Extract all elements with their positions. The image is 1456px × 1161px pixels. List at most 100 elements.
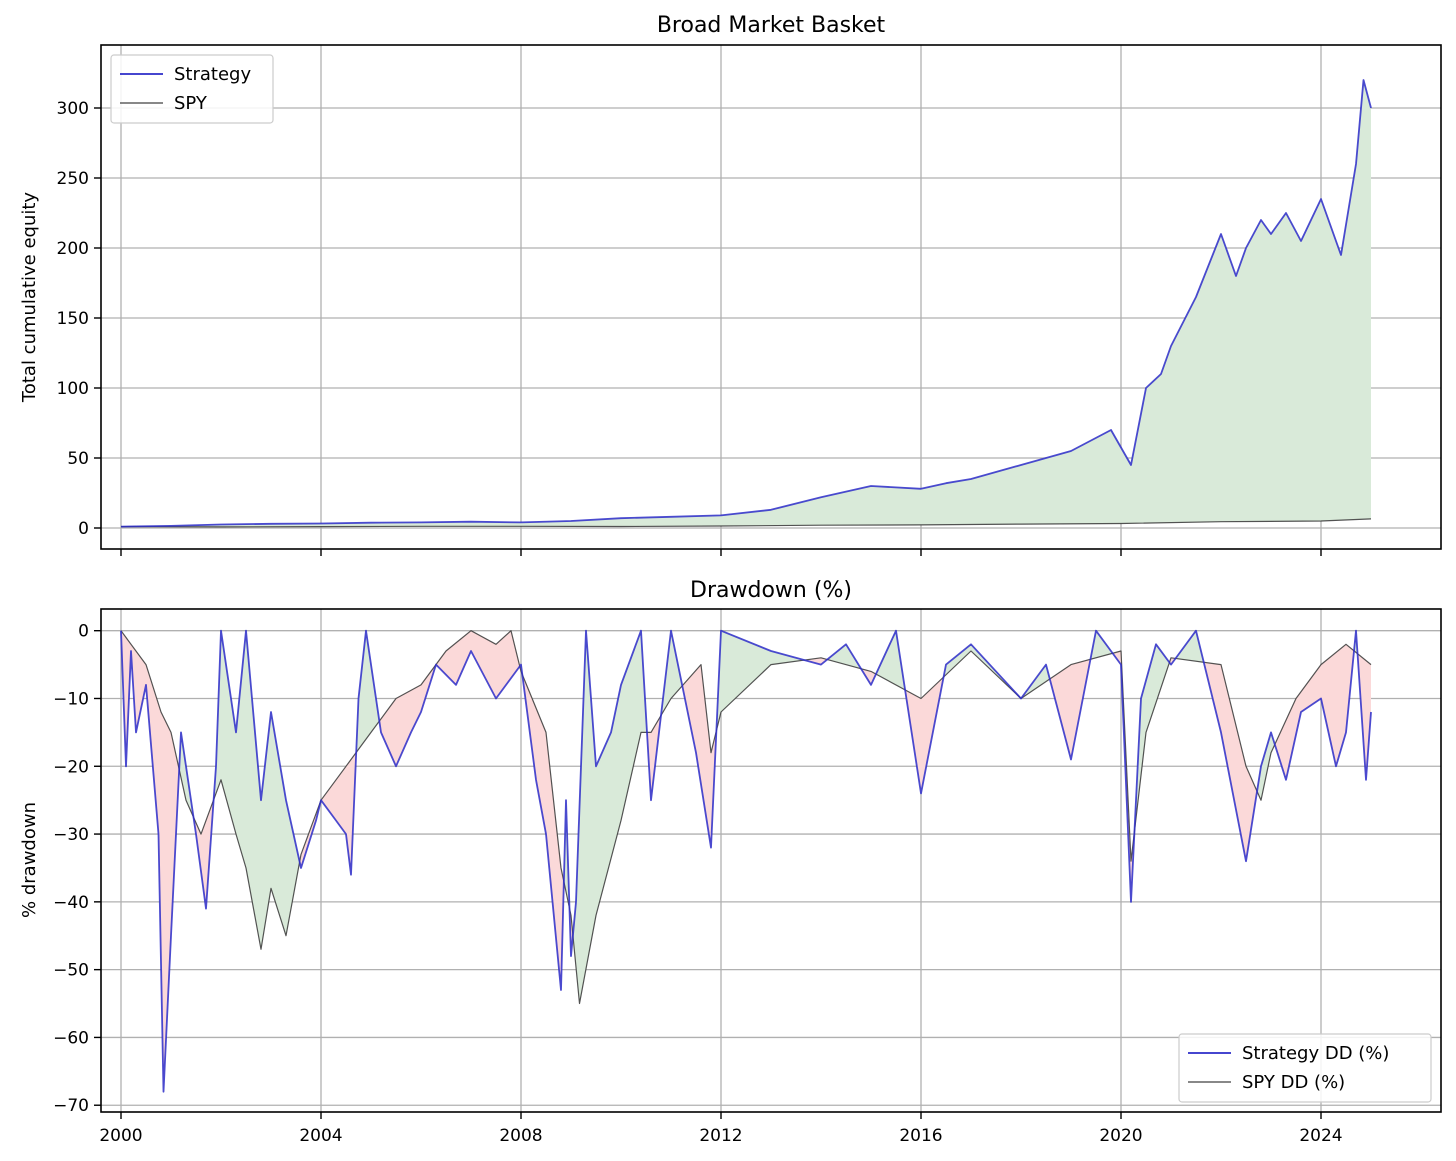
fill-between-segment xyxy=(771,497,821,526)
fill-between-segment xyxy=(946,479,971,525)
legend-box xyxy=(110,54,274,124)
fill-between-segment xyxy=(471,630,496,699)
spy-series-line xyxy=(120,630,1372,1005)
fill-between-segment xyxy=(201,820,206,909)
fill-between-segment xyxy=(336,766,346,835)
fill-between-segment xyxy=(1356,80,1364,520)
y-tick-label: −20 xyxy=(53,757,89,777)
fill-between-segment xyxy=(827,644,846,665)
fill-between-segment xyxy=(721,630,771,713)
legend-label: Strategy xyxy=(174,64,251,85)
fill-between-segment xyxy=(321,779,336,821)
fill-between-segment xyxy=(1221,234,1236,522)
fill-between-segment xyxy=(163,717,171,1092)
legend-label: Strategy DD (%) xyxy=(1242,1043,1389,1064)
fill-between-segment xyxy=(1274,720,1286,780)
fill-between-segment xyxy=(946,644,971,675)
fill-between-segment xyxy=(1246,766,1258,862)
fill-between-segment xyxy=(1363,80,1371,520)
legend: Strategy DD (%) SPY DD (%) xyxy=(1178,1033,1432,1103)
fill-between-segment xyxy=(246,630,261,950)
fill-between-segment xyxy=(1336,644,1346,767)
fill-between-segment xyxy=(536,707,546,835)
fill-between-segment xyxy=(1049,664,1071,760)
equity-chart-title: Broad Market Basket xyxy=(657,13,886,38)
legend-label: SPY xyxy=(174,93,208,114)
fill-between-segment xyxy=(876,630,896,685)
y-tick-label: 250 xyxy=(57,169,89,189)
fill-between-segment xyxy=(546,732,561,990)
legend-box xyxy=(1178,1033,1432,1103)
fill-between-segment xyxy=(1301,199,1321,522)
fill-between-segment xyxy=(436,651,446,675)
fill-between-segment xyxy=(821,486,871,526)
fill-between-segment xyxy=(1341,164,1356,521)
fill-between-segment xyxy=(286,800,300,936)
fill-between-segment xyxy=(1161,346,1171,523)
fill-between-segment xyxy=(571,518,621,527)
y-tick-label: 50 xyxy=(67,449,89,469)
y-tick-label: −10 xyxy=(53,689,89,709)
axes-frame xyxy=(100,608,1442,1113)
fill-between-segment xyxy=(136,651,146,733)
fill-between-segment xyxy=(236,630,246,868)
fill-between-segment xyxy=(1286,698,1296,780)
fill-between-segment xyxy=(771,651,805,665)
drawdown-y-axis-label: % drawdown xyxy=(19,802,40,918)
y-tick-label: 300 xyxy=(57,99,89,119)
fill-between-segment xyxy=(1141,680,1146,776)
fill-between-segment xyxy=(261,712,271,950)
x-tick-label: 2016 xyxy=(899,1126,942,1146)
legend-label: SPY DD (%) xyxy=(1242,1072,1345,1093)
y-tick-label: −30 xyxy=(53,825,89,845)
fill-between-segment xyxy=(1321,652,1336,767)
y-tick-label: 150 xyxy=(57,309,89,329)
y-tick-label: −40 xyxy=(53,893,89,913)
fill-between-segment xyxy=(1366,660,1371,780)
fill-between-segment xyxy=(971,465,1021,525)
strategy-series-line xyxy=(120,79,1372,528)
fill-between-segment xyxy=(1286,213,1301,522)
axes-frame xyxy=(100,44,1442,550)
fill-between-segment xyxy=(346,759,351,875)
fill-between-segment xyxy=(1261,732,1271,801)
fill-between-segment xyxy=(358,630,366,750)
x-tick-label: 2024 xyxy=(1299,1126,1342,1146)
y-tick-label: 100 xyxy=(57,379,89,399)
fill-between-segment xyxy=(1196,234,1221,523)
fill-between-segment xyxy=(161,712,164,1092)
x-tick-label: 2004 xyxy=(299,1126,342,1146)
fill-between-segment xyxy=(1111,430,1121,524)
fill-between-segment xyxy=(621,516,671,527)
y-tick-label: −50 xyxy=(53,961,89,981)
y-tick-label: −70 xyxy=(53,1096,89,1116)
fill-between-segment xyxy=(381,698,396,767)
fill-between-segment xyxy=(579,630,586,1004)
fill-between-segment xyxy=(586,630,596,969)
y-tick-label: 0 xyxy=(78,622,89,642)
fill-between-segment xyxy=(576,806,580,1004)
x-tick-label: 2012 xyxy=(699,1126,742,1146)
fill-between-segment xyxy=(1321,199,1341,521)
fill-between-segment xyxy=(411,684,421,733)
fill-between-segment xyxy=(1236,248,1246,522)
fill-between-segment xyxy=(1246,220,1261,522)
fill-between-segment xyxy=(1261,220,1271,522)
x-tick-label: 2008 xyxy=(499,1126,542,1146)
drawdown-chart-title: Drawdown (%) xyxy=(690,578,852,603)
fill-between-segment xyxy=(1021,451,1071,525)
fill-between-segment xyxy=(1131,388,1146,524)
fill-between-segment xyxy=(696,664,701,785)
fill-between-segment xyxy=(1121,447,1131,524)
y-tick-label: 0 xyxy=(78,519,89,539)
legend: Strategy SPY xyxy=(110,54,274,124)
fill-between-segment xyxy=(496,630,511,699)
fill-between-segment xyxy=(446,642,456,685)
fill-between-segment xyxy=(396,690,411,767)
fill-between-segment xyxy=(1071,430,1111,524)
fill-between-segment xyxy=(596,732,611,916)
fill-between-segment xyxy=(621,630,641,821)
fill-between-segment xyxy=(1271,213,1286,522)
fill-between-segment xyxy=(1146,644,1156,733)
